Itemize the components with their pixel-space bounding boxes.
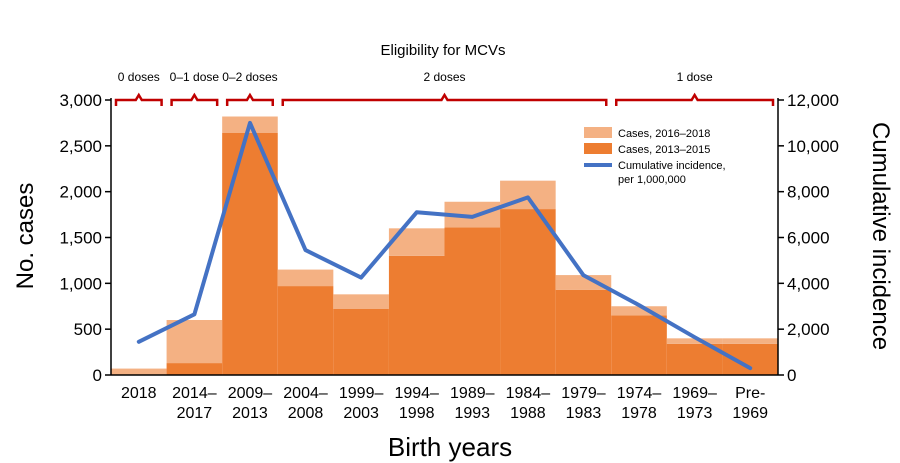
- x-tick-label: 2009–: [228, 385, 273, 402]
- bar-2013-2015: [388, 255, 445, 375]
- x-tick-label: 2018: [121, 385, 157, 402]
- y2-tick-label: 12,000: [787, 91, 839, 110]
- x-tick-label: 1998: [399, 405, 435, 422]
- y-tick-label: 2,000: [59, 183, 102, 202]
- y-tick-label: 1,000: [59, 274, 102, 293]
- x-tick-label: 1994–: [394, 385, 439, 402]
- y2-tick-label: 0: [787, 366, 796, 385]
- eligibility-bracket: [114, 92, 163, 106]
- legend-label-incidence-unit: per 1,000,000: [618, 174, 686, 186]
- bar-2016-2018: [555, 275, 612, 290]
- x-tick-label: 1983: [566, 405, 602, 422]
- eligibility-bracket: [281, 92, 608, 106]
- x-tick-label: 1969–: [672, 385, 717, 402]
- x-tick-label: 2013: [232, 405, 268, 422]
- x-tick-label: 1973: [677, 405, 713, 422]
- bar-2013-2015: [222, 133, 278, 375]
- eligibility-layer: 0 doses 0–1 dose 0–2 doses 2 doses 1 dose: [114, 70, 775, 106]
- eligibility-label: 2 doses: [423, 70, 465, 84]
- bar-2016-2018: [111, 368, 167, 375]
- bar-2013-2015: [500, 209, 556, 375]
- x-tick-label: Pre-: [735, 385, 765, 402]
- bar-2016-2018: [333, 294, 389, 309]
- y2-axis-title: Cumulative incidence: [867, 122, 894, 350]
- x-tick-label: 2008: [288, 405, 324, 422]
- x-tick-label: 2004–: [283, 385, 328, 402]
- x-tick-label: 1989–: [450, 385, 495, 402]
- y2-tick-label: 2,000: [787, 320, 830, 339]
- x-tick-label: 1978: [621, 405, 657, 422]
- x-tick-label: 1988: [510, 405, 546, 422]
- y2-tick-label: 4,000: [787, 274, 830, 293]
- incidence-line: [136, 120, 753, 371]
- x-tick-label: 1999–: [339, 385, 384, 402]
- y2-tick-label: 8,000: [787, 183, 830, 202]
- eligibility-label: 0–2 doses: [222, 70, 277, 84]
- bar-2013-2015: [333, 309, 389, 375]
- legend-swatch-2013-2015: [584, 143, 612, 154]
- legend: Cases, 2016–2018 Cases, 2013–2015 Cumulati…: [584, 127, 726, 186]
- x-axis-title: Birth years: [388, 432, 512, 462]
- y-tick-label: 0: [93, 366, 102, 385]
- legend-label-incidence: Cumulative incidence,: [618, 160, 726, 172]
- x-tick-label: 1969: [732, 405, 768, 422]
- x-tick-label: 1979–: [561, 385, 606, 402]
- bar-2016-2018: [166, 320, 223, 364]
- y2-tick-label: 6,000: [787, 229, 830, 248]
- legend-label-2013-2015: Cases, 2013–2015: [618, 144, 710, 156]
- x-tick-label: 1993: [454, 405, 490, 422]
- legend-swatch-2016-2018: [584, 127, 612, 138]
- line-layer: [136, 120, 753, 371]
- eligibility-bracket: [225, 92, 274, 106]
- y-tick-label: 1,500: [59, 229, 102, 248]
- bar-2013-2015: [277, 286, 334, 375]
- y2-tick-label: 10,000: [787, 137, 839, 156]
- y-tick-label: 3,000: [59, 91, 102, 110]
- x-tick-label: 1984–: [506, 385, 551, 402]
- bar-2016-2018: [611, 306, 667, 316]
- x-tick-label: 2017: [177, 405, 213, 422]
- bar-2016-2018: [666, 338, 723, 344]
- eligibility-label: 1 dose: [677, 70, 713, 84]
- y-tick-label: 2,500: [59, 137, 102, 156]
- x-tick-label: 2003: [343, 405, 379, 422]
- eligibility-bracket: [615, 92, 775, 106]
- bar-2013-2015: [166, 363, 223, 375]
- bars-layer: [111, 116, 778, 375]
- bar-2013-2015: [444, 227, 501, 375]
- bar-2013-2015: [555, 289, 612, 375]
- eligibility-label: 0–1 dose: [170, 70, 220, 84]
- legend-label-2016-2018: Cases, 2016–2018: [618, 128, 710, 140]
- bar-2013-2015: [611, 315, 667, 375]
- eligibility-label: 0 doses: [118, 70, 160, 84]
- eligibility-bracket: [170, 92, 219, 106]
- axes-layer: 0 500 1,000 1,500 2,000 2,500 3,000 0 2,000 4,000…: [59, 91, 839, 422]
- x-tick-label: 1974–: [617, 385, 662, 402]
- eligibility-title: Eligibility for MCVs: [380, 42, 505, 59]
- bar-2016-2018: [277, 269, 334, 287]
- y-axis-title: No. cases: [12, 183, 39, 290]
- x-tick-label: 2014–: [172, 385, 217, 402]
- y-tick-label: 500: [74, 320, 102, 339]
- bar-2016-2018: [722, 338, 778, 344]
